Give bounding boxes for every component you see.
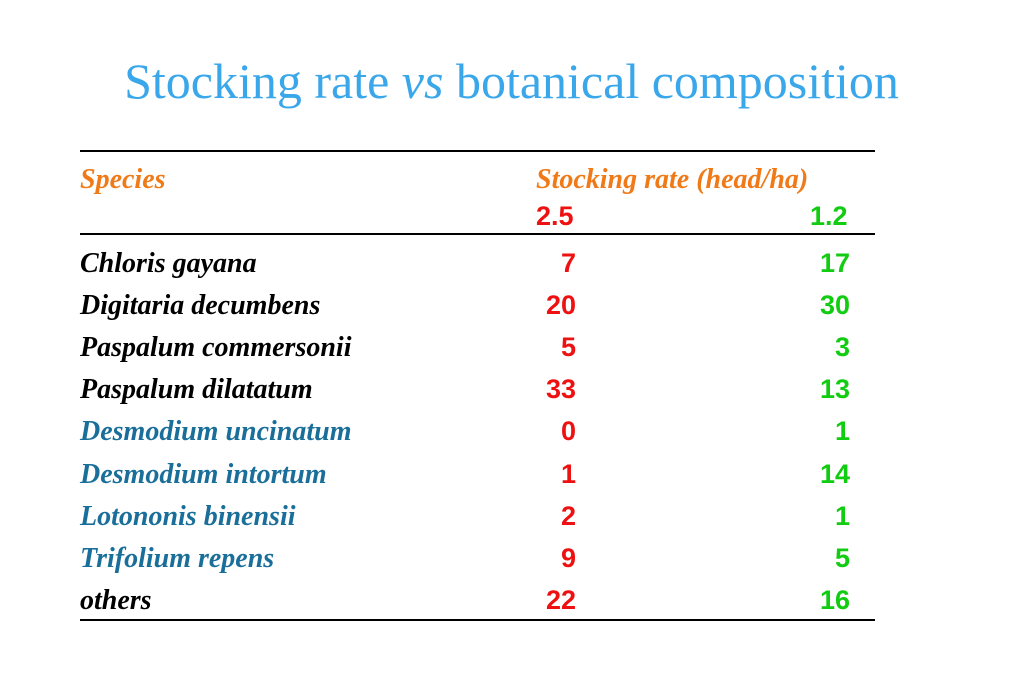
- species-name: Digitaria decumbens: [80, 290, 321, 321]
- title-part3: botanical composition: [443, 53, 899, 109]
- species-name: Paspalum commersonii: [80, 332, 352, 363]
- rate-1-2-value: 13: [819, 374, 850, 404]
- rate-header-1: 2.5: [536, 201, 574, 231]
- rate-1-2-value: 30: [819, 290, 850, 320]
- rate-2-5-value: 22: [545, 585, 576, 615]
- species-name: Desmodium uncinatum: [80, 416, 352, 447]
- rate-header-2: 1.2: [810, 201, 848, 231]
- rate-2-5-value: 33: [545, 374, 576, 404]
- rate-1-2-value: 17: [819, 248, 850, 278]
- title-part2: vs: [401, 53, 444, 109]
- species-name: Desmodium intortum: [80, 459, 327, 490]
- rate-2-5-value: 2: [560, 501, 576, 531]
- rate-2-5-value: 7: [560, 248, 576, 278]
- species-name: Chloris gayana: [80, 248, 257, 279]
- species-name: Paspalum dilatatum: [80, 374, 313, 405]
- table-top-rule: [80, 150, 875, 152]
- rate-1-2-value: 5: [834, 543, 850, 573]
- slide-title: Stocking rate vs botanical composition: [0, 52, 1023, 110]
- rate-1-2-value: 16: [819, 585, 850, 615]
- title-part1: Stocking rate: [124, 53, 402, 109]
- table-bottom-rule: [80, 619, 875, 621]
- rate-1-2-value: 1: [834, 416, 850, 446]
- rate-2-5-value: 9: [560, 543, 576, 573]
- species-name: others: [80, 585, 152, 616]
- rate-2-5-value: 0: [560, 416, 576, 446]
- rate-1-2-value: 14: [819, 459, 850, 489]
- rate-2-5-value: 20: [545, 290, 576, 320]
- species-name: Trifolium repens: [80, 543, 275, 574]
- rate-2-5-value: 1: [560, 459, 576, 489]
- species-header: Species: [80, 164, 166, 195]
- stocking-rate-header: Stocking rate (head/ha): [536, 164, 809, 195]
- rate-1-2-value: 3: [834, 332, 850, 362]
- species-name: Lotononis binensii: [80, 501, 296, 532]
- rate-2-5-value: 5: [560, 332, 576, 362]
- rate-1-2-value: 1: [834, 501, 850, 531]
- table-header-rule: [80, 233, 875, 235]
